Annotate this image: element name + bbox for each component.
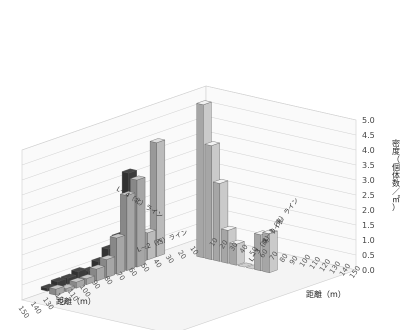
y-tick-label: 0.0: [362, 266, 375, 275]
y-tick-label: 3.0: [362, 176, 375, 185]
bar: [50, 277, 67, 288]
x-right-tick-label: 70: [268, 250, 280, 262]
gridline-left: [21, 160, 207, 226]
y-tick-label: 1.5: [362, 221, 375, 230]
bar: [48, 284, 65, 296]
x-right-tick-label: 60: [258, 248, 270, 260]
gridline-right: [205, 100, 357, 136]
bar: [262, 229, 279, 274]
gridline-right: [205, 145, 357, 181]
gridlines: [21, 85, 357, 301]
bars-layer: [40, 100, 279, 296]
gridline-right: [205, 115, 357, 151]
x-right-tick-label: 10: [208, 236, 220, 248]
gridline-right: [205, 205, 357, 241]
y-tick-label: 5.0: [362, 116, 375, 125]
bar: [229, 239, 246, 266]
y-tick-label: 0.5: [362, 251, 375, 260]
gridline-left: [21, 100, 207, 166]
bar: [237, 262, 254, 268]
x-right-tick-label: 80: [278, 252, 290, 264]
gridline-right: [205, 175, 357, 211]
x-left-tick-label: 70: [115, 270, 127, 282]
gridline-right: [205, 85, 357, 121]
gridline-left: [21, 130, 207, 196]
gridline-left: [21, 115, 207, 181]
x-left-tick-label: 90: [90, 279, 102, 291]
x-right-tick-label: 40: [238, 243, 250, 255]
x-left-tick-label: 80: [102, 275, 114, 287]
x-right-tick-label: 50: [248, 245, 260, 257]
x-right-tick-label: 90: [288, 255, 300, 267]
y-tick-label: 1.0: [362, 236, 375, 245]
x-left-axis-title: 距離（m）: [56, 296, 96, 306]
x-left-tick-label: 150: [16, 304, 30, 320]
x-left-tick-label: 50: [139, 262, 151, 274]
x-left-tick-label: 60: [127, 266, 139, 278]
gridline-right: [205, 190, 357, 226]
y-tick-label: 2.0: [362, 206, 375, 215]
x-left-tick-label: 30: [164, 253, 176, 265]
y-tick-label: 3.5: [362, 161, 375, 170]
gridline-left: [21, 190, 207, 256]
gridline-right: [205, 130, 357, 166]
y-axis-title: 密度（個体数／㎡）: [392, 138, 400, 212]
x-left-tick-label: 10: [188, 245, 200, 257]
x-left-tick-label: 20: [176, 249, 188, 261]
bar: [149, 138, 166, 258]
x-right-tick-label: 30: [228, 241, 240, 253]
gridline-left: [21, 85, 207, 151]
y-tick-label: 4.0: [362, 146, 375, 155]
x-left-tick-label: 40: [151, 257, 163, 269]
y-tick-label: 4.5: [362, 131, 375, 140]
gridline-right: [205, 160, 357, 196]
y-tick-label: 2.5: [362, 191, 375, 200]
x-right-tick-label: 20: [218, 239, 230, 251]
x-right-axis-title: 距離（m）: [306, 289, 346, 299]
gridline-left: [21, 145, 207, 211]
gridline-left: [21, 175, 207, 241]
